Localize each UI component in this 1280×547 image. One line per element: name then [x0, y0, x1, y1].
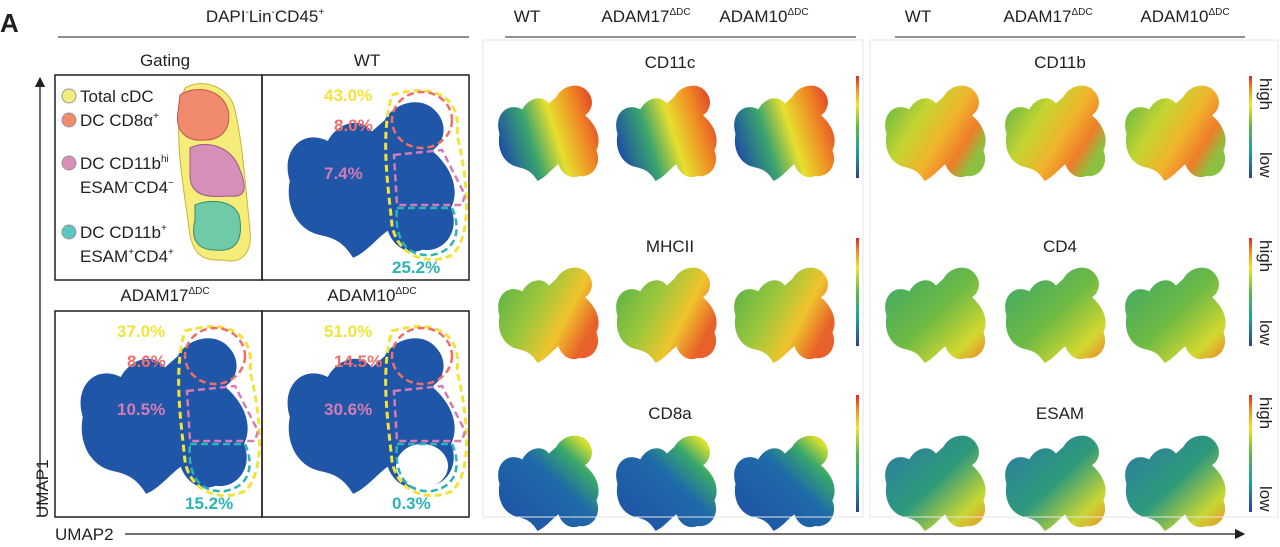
panel-label-gating: Gating: [140, 51, 190, 70]
pct-cd11bhi: 10.5%: [117, 400, 165, 419]
umap-heatmap-cd11c-adam17: [616, 85, 717, 181]
colorbar: [856, 76, 859, 178]
legend-cd11bplus-line2: ESAM+CD4+: [80, 247, 174, 266]
gate-total-cdc: [384, 325, 468, 497]
heatmap-group-2-frame: [869, 39, 1279, 518]
colorbar-high-label: high: [1256, 240, 1275, 272]
gate-cd11bhi: [392, 148, 467, 207]
gate-cd11bplus: [188, 442, 251, 493]
umap-scatter-adam10: 51.0% 14.5% 30.6% 0.3%: [287, 322, 468, 513]
umap-heatmap-cd11b-wt: [885, 85, 986, 181]
pct-cd11bhi: 30.6%: [324, 400, 372, 419]
colorbar-low-label: low: [1256, 152, 1275, 178]
colorbar-high-label: high: [1256, 78, 1275, 110]
pct-cd8: 8.6%: [127, 352, 166, 371]
colorbar-low-label: low: [1256, 320, 1275, 346]
umap1-label: UMAP1: [33, 459, 52, 518]
legend-cd11bplus-line1: DC CD11b+: [80, 223, 167, 242]
marker-title-cd4: CD4: [1043, 237, 1077, 256]
umap-heatmap-cd4-wt: [885, 267, 986, 363]
column-label-wt: WT: [514, 7, 540, 26]
column-label-adam10: ADAM10ΔDC: [719, 7, 808, 26]
gate-cd8: [390, 326, 454, 386]
umap-heatmap-cd11b-adam10: [1125, 85, 1226, 181]
legend-cd11bhi-line2: ESAM−CD4−: [80, 178, 174, 197]
umap-heatmap-cd11c-adam10: [734, 85, 835, 181]
legend-cd8: DC CD8α+: [80, 111, 159, 130]
adam10-panel: [261, 310, 470, 518]
pct-total: 37.0%: [117, 322, 165, 341]
colorbar: [1249, 76, 1252, 178]
gate-cd11bhi-shape: [189, 144, 245, 197]
umap-scatter-adam17: 37.0% 8.6% 10.5% 15.2%: [80, 322, 261, 513]
gate-cd11bplus: [395, 442, 458, 493]
colorbar-high-label: high: [1256, 397, 1275, 429]
colorbar: [856, 395, 859, 512]
panel-label-adam10: ADAM10ΔDC: [327, 286, 416, 305]
marker-title-cd8a: CD8a: [648, 404, 692, 423]
pct-cd11bplus: 15.2%: [185, 494, 233, 513]
population-title: DAPI-Lin-CD45+: [206, 7, 325, 26]
gate-cd8: [390, 90, 454, 150]
pct-total: 51.0%: [324, 322, 372, 341]
panel-label-adam17: ADAM17ΔDC: [120, 286, 209, 305]
legend-cd11bhi-line1: DC CD11bhi: [80, 154, 169, 173]
marker-title-cd11b: CD11b: [1034, 53, 1086, 72]
marker-title-cd11c: CD11c: [645, 53, 696, 72]
colorbar: [1249, 238, 1252, 346]
marker-title-esam: ESAM: [1036, 404, 1084, 423]
gate-cd11bplus-shape: [193, 200, 241, 251]
panel-label-wt: WT: [354, 51, 380, 70]
umap2-label: UMAP2: [55, 525, 114, 544]
legend-total: Total cDC: [80, 87, 154, 106]
umap-heatmap-mhcii-adam10: [734, 267, 835, 363]
gate-total-cdc: [177, 325, 261, 497]
marker-title-mhcii: MHCII: [646, 237, 694, 256]
legend-swatch-cd11bplus: [61, 224, 77, 240]
pct-cd8: 8.0%: [334, 116, 373, 135]
wt-panel: [261, 74, 470, 281]
umap-heatmap-cd11b-adam17: [1005, 85, 1106, 181]
umap-heatmap-mhcii-adam17: [616, 267, 717, 363]
colorbar: [856, 238, 859, 346]
panel-letter: A: [0, 8, 19, 38]
column-label-adam17: ADAM17ΔDC: [601, 7, 690, 26]
legend-swatch-total: [61, 88, 77, 104]
umap-heatmap-cd11c-wt: [498, 85, 599, 181]
colorbar-low-label: low: [1256, 486, 1275, 512]
gate-cd11bhi: [392, 384, 467, 443]
legend-swatch-cd8: [61, 112, 77, 128]
column-label-adam17: ADAM17ΔDC: [1003, 7, 1092, 26]
gate-cd8-shape: [176, 89, 230, 141]
heatmap-group-1-frame: [482, 39, 864, 518]
empty-region: [396, 444, 448, 488]
gate-cd11bplus: [395, 206, 458, 257]
pct-cd8: 14.5%: [334, 352, 382, 371]
pct-cd11bplus: 0.3%: [392, 494, 431, 513]
pct-cd11bplus: 25.2%: [392, 258, 440, 277]
column-label-adam10: ADAM10ΔDC: [1140, 7, 1229, 26]
umap-heatmap-cd4-adam10: [1125, 267, 1226, 363]
gate-total-cdc: [384, 89, 468, 261]
gate-cd8: [183, 326, 247, 386]
pct-cd11bhi: 7.4%: [324, 164, 363, 183]
gating-schematic: Total cDC DC CD8α+ DC CD11bhi ESAM−CD4− …: [61, 83, 251, 266]
umap-heatmap-mhcii-wt: [498, 267, 599, 363]
umap-scatter-wt: 43.0% 8.0% 7.4% 25.2%: [287, 86, 468, 277]
umap-heatmap-cd4-adam17: [1005, 267, 1106, 363]
legend-swatch-cd11bhi: [61, 155, 77, 171]
pct-total: 43.0%: [324, 86, 372, 105]
colorbar: [1249, 395, 1252, 512]
gate-cd11bhi: [185, 384, 260, 443]
column-label-wt: WT: [905, 7, 931, 26]
